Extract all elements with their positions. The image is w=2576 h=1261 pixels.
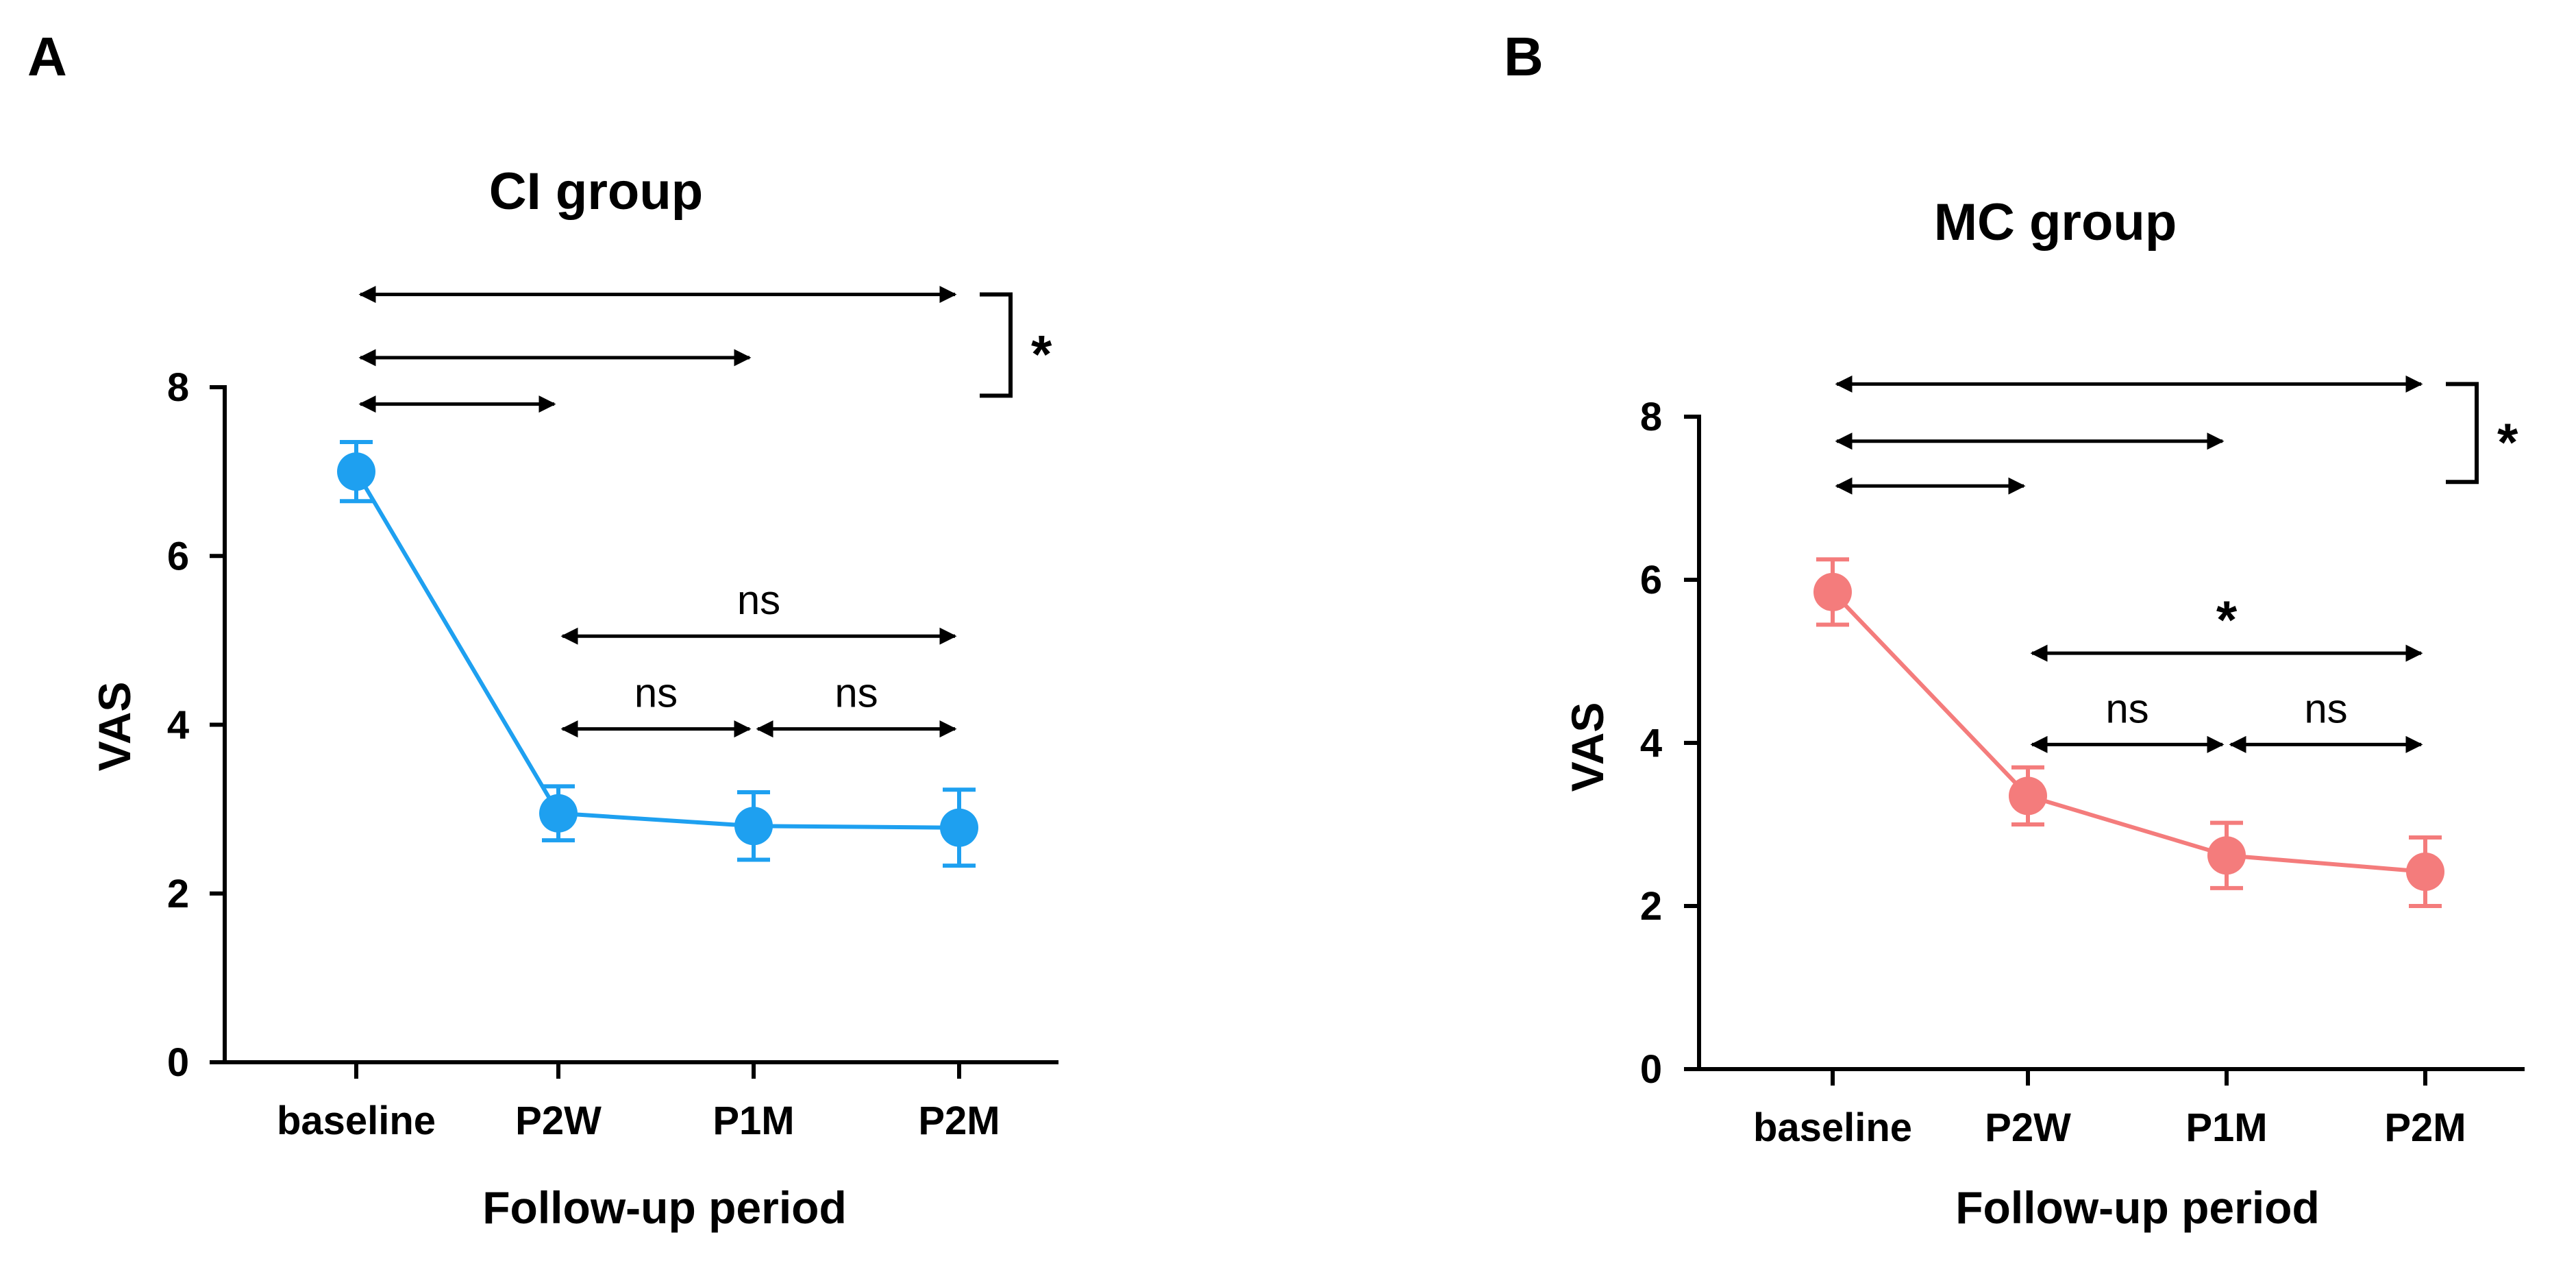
significance-label: * xyxy=(2216,589,2238,650)
chart-title: MC group xyxy=(1934,193,2177,252)
x-tick-label: P1M xyxy=(713,1099,794,1143)
y-tick-label: 6 xyxy=(1640,558,1662,602)
data-point xyxy=(2009,776,2047,816)
data-point xyxy=(2406,853,2444,892)
x-tick-label: P1M xyxy=(2185,1105,2267,1150)
chart-title: CI group xyxy=(489,162,703,221)
significance-label: ns xyxy=(634,670,678,716)
y-tick-label: 8 xyxy=(167,365,189,410)
significance-bracket xyxy=(2446,382,2479,485)
panel-b: B MC group Follow-up period VAS 0 2 4 6 8 bas… xyxy=(1504,26,2525,1233)
x-tick-label: P2W xyxy=(515,1099,602,1143)
x-tick-label: P2W xyxy=(1985,1105,2071,1150)
y-tick-label: 2 xyxy=(1640,884,1662,929)
y-tick-label: 4 xyxy=(167,703,189,748)
data-point xyxy=(337,452,375,491)
x-axis-label: Follow-up period xyxy=(1955,1182,2320,1233)
y-tick-label: 0 xyxy=(1640,1047,1662,1092)
y-tick-label: 0 xyxy=(167,1040,189,1085)
panel-label: B xyxy=(1504,26,1544,87)
x-tick-label: P2M xyxy=(918,1099,1000,1143)
data-point xyxy=(539,794,578,833)
x-tick-label: baseline xyxy=(1753,1105,1912,1150)
bracket-significance-label: * xyxy=(1031,323,1052,384)
series-line xyxy=(354,470,960,830)
y-tick-label: 2 xyxy=(167,872,189,916)
panel-label: A xyxy=(27,26,67,87)
x-tick-label: baseline xyxy=(277,1099,436,1143)
data-point xyxy=(940,808,978,847)
y-tick-label: 8 xyxy=(1640,395,1662,439)
data-point xyxy=(1813,572,1852,611)
significance-label: ns xyxy=(2105,685,2148,731)
series-line xyxy=(1831,590,2426,874)
data-point xyxy=(734,807,773,846)
significance-bracket xyxy=(980,292,1013,398)
y-tick-label: 6 xyxy=(167,534,189,578)
data-point xyxy=(2207,836,2246,875)
significance-label: ns xyxy=(2304,685,2347,731)
significance-label: ns xyxy=(834,670,878,716)
plot-area: 0 2 4 6 8 baseline P2W P1M P2M ns ns ns * xyxy=(167,286,1058,1143)
y-axis-label: VAS xyxy=(89,682,140,772)
bracket-significance-label: * xyxy=(2497,412,2518,472)
plot-area: 0 2 4 6 8 baseline P2W P1M P2M ns ns * * xyxy=(1640,375,2525,1150)
panel-a: A CI group Follow-up period VAS 0 2 4 6 8 bas… xyxy=(27,26,1058,1233)
x-axis-label: Follow-up period xyxy=(482,1182,847,1233)
y-tick-label: 4 xyxy=(1640,721,1662,766)
y-axis-label: VAS xyxy=(1562,702,1613,792)
significance-label: ns xyxy=(737,577,780,623)
x-tick-label: P2M xyxy=(2384,1105,2466,1150)
